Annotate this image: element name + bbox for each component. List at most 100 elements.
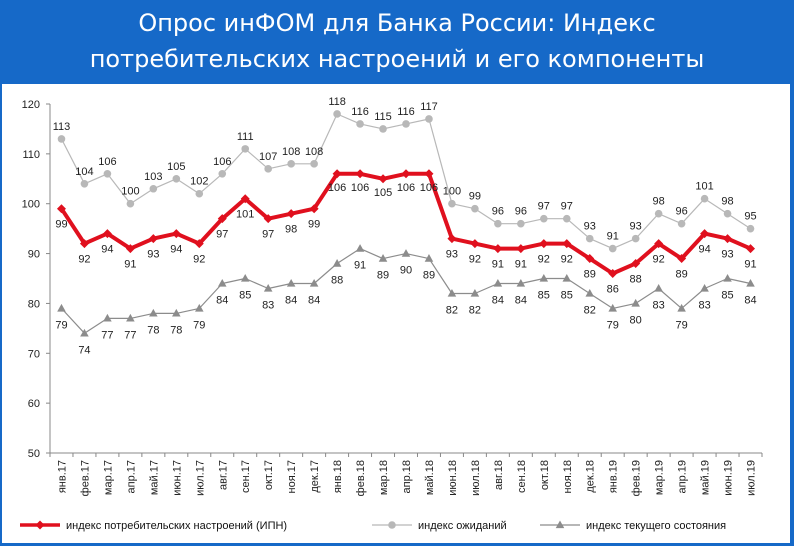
expectations-point bbox=[654, 209, 663, 218]
expectations-point bbox=[448, 199, 456, 208]
current-state-point bbox=[217, 278, 227, 287]
current-state-label: 84 bbox=[744, 294, 756, 306]
current-state-label: 74 bbox=[78, 344, 90, 356]
ipn-point bbox=[700, 229, 710, 239]
ipn-label: 106 bbox=[351, 182, 369, 194]
expectations-point bbox=[677, 219, 686, 228]
expectations-point bbox=[172, 174, 181, 183]
x-tick-label: апр.17 bbox=[125, 460, 137, 493]
expectations-label: 91 bbox=[607, 231, 619, 243]
expectations-point bbox=[103, 170, 112, 178]
legend-expectations-label: индекс ожиданий bbox=[418, 520, 507, 532]
expectations-label: 116 bbox=[397, 106, 415, 118]
ipn-point bbox=[447, 234, 457, 244]
x-tick-label: янв.17 bbox=[56, 460, 68, 493]
x-tick-label: фев.19 bbox=[631, 460, 643, 496]
ipn-point bbox=[148, 234, 158, 244]
x-tick-label: июн.18 bbox=[447, 460, 459, 496]
ipn-label: 101 bbox=[236, 209, 254, 221]
current-state-point bbox=[195, 303, 204, 312]
legend-expectations-marker bbox=[388, 521, 396, 529]
legend-ipn-label: индекс потребительских настроений (ИПН) bbox=[66, 520, 287, 532]
ipn-label: 91 bbox=[124, 259, 136, 271]
current-state-point bbox=[470, 288, 480, 297]
expectations-point bbox=[195, 189, 204, 198]
x-tick-label: ноя.17 bbox=[286, 460, 298, 493]
current-state-point bbox=[677, 303, 686, 312]
x-tick-label: июн.19 bbox=[723, 460, 735, 496]
expectations-label: 98 bbox=[721, 196, 733, 208]
ipn-label: 97 bbox=[216, 229, 228, 241]
current-state-label: 85 bbox=[721, 290, 733, 302]
x-tick-label: фев.17 bbox=[79, 460, 91, 496]
current-state-label: 83 bbox=[262, 299, 274, 311]
expectations-label: 106 bbox=[213, 156, 231, 168]
expectations-point bbox=[608, 244, 617, 253]
ipn-point bbox=[79, 239, 89, 249]
x-tick-label: янв.18 bbox=[332, 460, 344, 493]
ipn-point bbox=[424, 169, 434, 179]
expectations-label: 111 bbox=[237, 131, 254, 143]
current-state-label: 82 bbox=[446, 304, 458, 316]
current-state-label: 88 bbox=[331, 275, 343, 287]
current-state-label: 84 bbox=[216, 294, 228, 306]
ipn-point bbox=[562, 239, 572, 249]
x-tick-label: янв.19 bbox=[608, 460, 620, 493]
expectations-label: 97 bbox=[538, 201, 550, 213]
expectations-label: 107 bbox=[259, 151, 277, 163]
expectations-label: 96 bbox=[515, 206, 527, 218]
x-tick-label: мар.18 bbox=[378, 460, 390, 495]
expectations-label: 98 bbox=[653, 196, 665, 208]
expectations-point bbox=[425, 115, 433, 123]
ipn-point bbox=[332, 169, 342, 179]
x-tick-label: сен.17 bbox=[240, 460, 252, 493]
current-state-label: 79 bbox=[675, 319, 687, 331]
expectations-label: 93 bbox=[630, 221, 642, 233]
expectations-point bbox=[333, 110, 341, 118]
ipn-label: 91 bbox=[515, 259, 527, 271]
current-state-label: 77 bbox=[124, 329, 136, 341]
expectations-point bbox=[700, 194, 709, 203]
current-state-point bbox=[149, 308, 158, 317]
expectations-point bbox=[379, 125, 387, 133]
ipn-label: 92 bbox=[78, 254, 90, 266]
legend-current-state-label: индекс текущего состояния bbox=[586, 520, 726, 532]
title-line-1: Опрос инФОМ для Банка России: Индекс bbox=[138, 9, 656, 37]
ipn-label: 106 bbox=[397, 182, 415, 194]
x-tick-label: июн.17 bbox=[171, 460, 183, 496]
ipn-label: 97 bbox=[262, 229, 274, 241]
ipn-label: 106 bbox=[328, 182, 346, 194]
x-tick-label: авг.17 bbox=[217, 460, 229, 490]
current-state-label: 89 bbox=[377, 270, 389, 282]
expectations-label: 93 bbox=[584, 221, 596, 233]
expectations-point bbox=[494, 219, 502, 228]
current-state-label: 78 bbox=[170, 324, 182, 336]
ipn-point bbox=[470, 239, 480, 249]
current-state-label: 79 bbox=[55, 319, 67, 331]
current-state-label: 84 bbox=[285, 294, 297, 306]
x-tick-label: мар.17 bbox=[102, 460, 114, 495]
x-tick-label: дек.17 bbox=[309, 460, 321, 493]
y-tick-label: 50 bbox=[28, 448, 40, 460]
expectations-label: 115 bbox=[374, 111, 392, 123]
ipn-label: 99 bbox=[55, 219, 67, 231]
current-state-point bbox=[700, 283, 709, 292]
y-tick-label: 110 bbox=[22, 149, 40, 161]
x-tick-label: май.18 bbox=[424, 460, 436, 495]
ipn-label: 88 bbox=[630, 274, 642, 286]
current-state-point bbox=[378, 254, 388, 262]
current-state-label: 79 bbox=[193, 319, 205, 331]
ipn-point bbox=[102, 229, 112, 239]
current-state-point bbox=[263, 283, 273, 292]
current-state-label: 84 bbox=[308, 294, 320, 306]
y-tick-label: 80 bbox=[28, 298, 40, 310]
expectations-label: 99 bbox=[469, 191, 481, 203]
y-tick-label: 70 bbox=[28, 348, 40, 360]
expectations-point bbox=[471, 204, 479, 213]
y-tick-label: 100 bbox=[22, 199, 40, 211]
title-banner: Опрос инФОМ для Банка России: Индекс пот… bbox=[0, 0, 794, 84]
current-state-line bbox=[61, 248, 751, 334]
expectations-point bbox=[57, 135, 66, 143]
x-tick-label: июл.19 bbox=[746, 460, 758, 496]
ipn-point bbox=[217, 214, 227, 224]
